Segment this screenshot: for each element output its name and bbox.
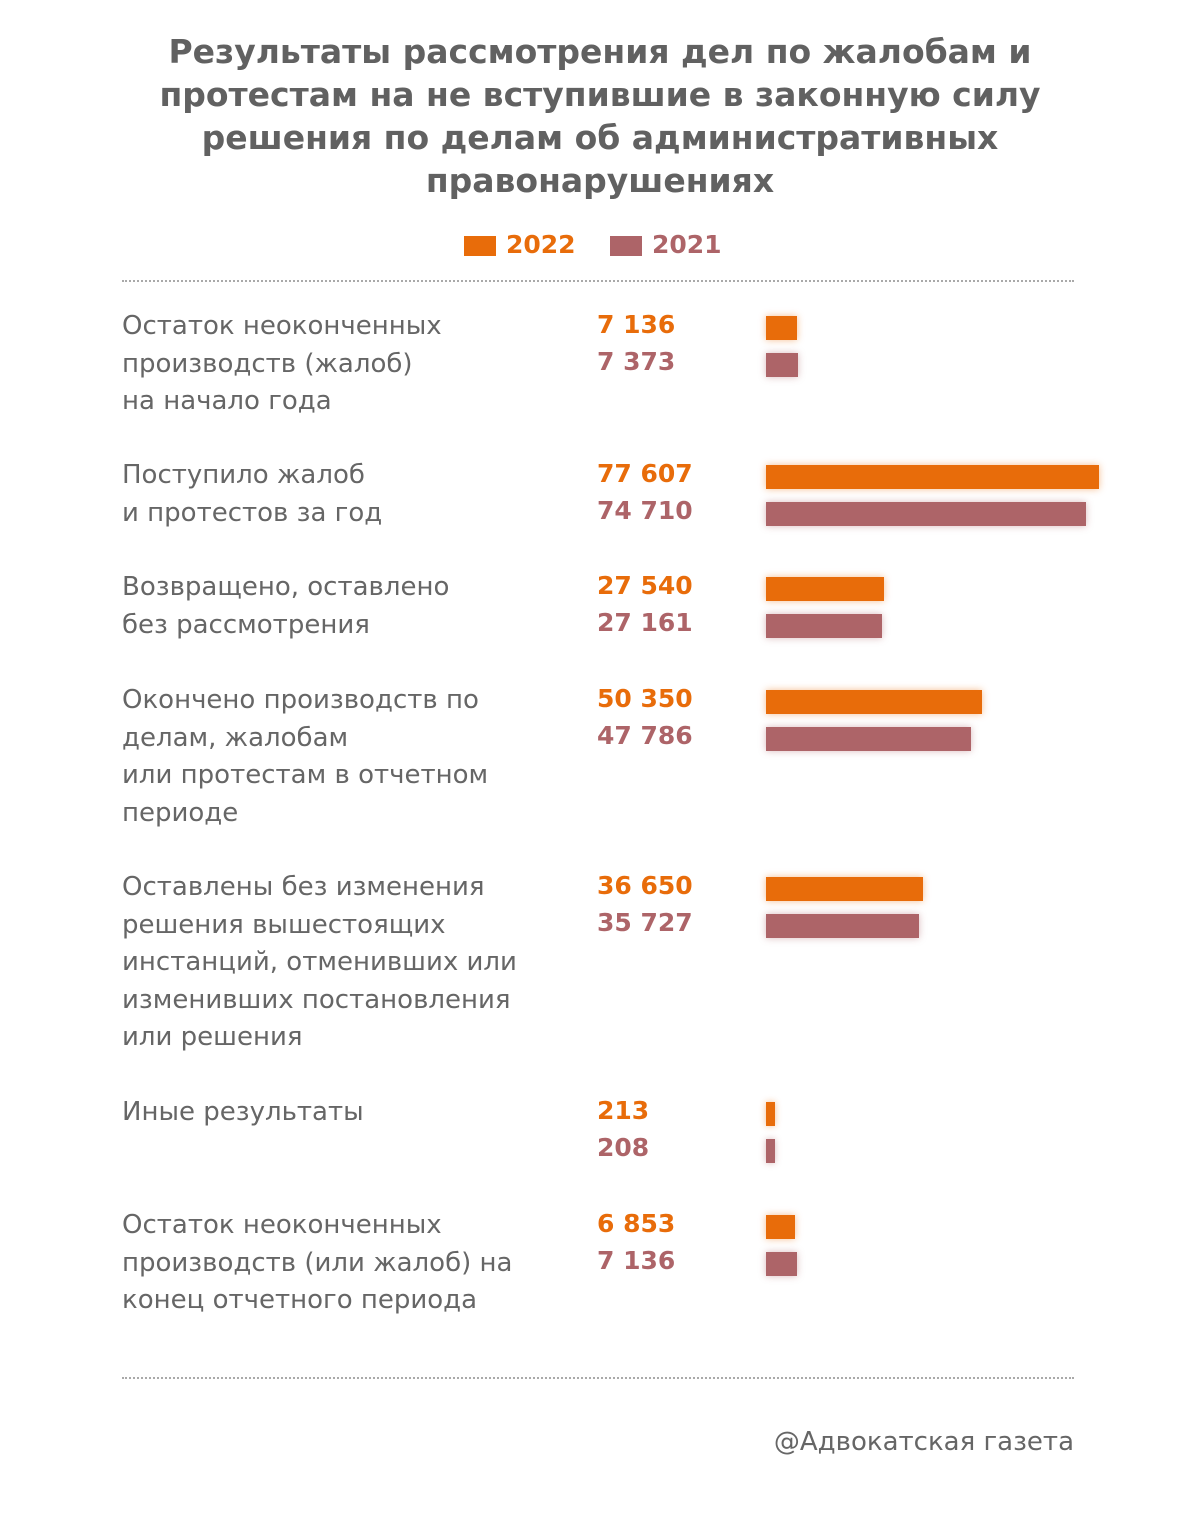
bar-2022 [766, 877, 924, 901]
bar-2021 [766, 502, 1087, 526]
source-credit: @Адвокатская газета [773, 1427, 1074, 1457]
value-label-2021: 35 727 [597, 908, 693, 937]
value-label-2021: 47 786 [597, 721, 693, 750]
legend-label-2021: 2021 [652, 230, 722, 259]
value-label-2022: 27 540 [597, 571, 693, 600]
bar-2021 [766, 614, 883, 638]
value-label-2022: 50 350 [597, 684, 693, 713]
category-label: Возвращено, оставлено без рассмотрения [122, 572, 450, 640]
bar-2021 [766, 727, 971, 751]
category-label: Иные результаты [122, 1097, 364, 1127]
value-label-2022: 36 650 [597, 871, 693, 900]
category-label: Окончено производств по делам, жалобам и… [122, 685, 489, 828]
value-label-2021: 7 373 [597, 347, 676, 376]
legend: 2022 2021 [0, 226, 1200, 266]
legend-swatch-2021 [610, 236, 642, 256]
value-label-2021: 7 136 [597, 1246, 676, 1275]
bar-2022 [766, 465, 1099, 489]
value-label-2022: 77 607 [597, 459, 693, 488]
value-label-2022: 6 853 [597, 1209, 676, 1238]
value-label-2021: 27 161 [597, 608, 693, 637]
value-label-2022: 7 136 [597, 310, 676, 339]
value-label-2021: 74 710 [597, 496, 693, 525]
bottom-divider [122, 1377, 1074, 1379]
bar-2021 [766, 353, 798, 377]
category-label: Остаток неоконченных производств (жалоб)… [122, 311, 442, 416]
bar-2022 [766, 690, 982, 714]
bar-2022 [766, 1102, 775, 1126]
category-label: Поступило жалоб и протестов за год [122, 460, 383, 528]
bar-2021 [766, 914, 920, 938]
bar-2022 [766, 1215, 796, 1239]
bar-2022 [766, 316, 797, 340]
category-label: Оставлены без изменения решения вышестоя… [122, 872, 517, 1052]
category-label: Остаток неоконченных производств (или жа… [122, 1210, 513, 1315]
bar-2022 [766, 577, 885, 601]
bar-2021 [766, 1139, 775, 1163]
legend-swatch-2022 [464, 236, 496, 256]
top-divider [122, 280, 1074, 282]
bar-2021 [766, 1252, 797, 1276]
value-label-2021: 208 [597, 1133, 650, 1162]
value-label-2022: 213 [597, 1096, 650, 1125]
legend-label-2022: 2022 [506, 230, 576, 259]
chart-title: Результаты рассмотрения дел по жалобам и… [159, 32, 1041, 200]
